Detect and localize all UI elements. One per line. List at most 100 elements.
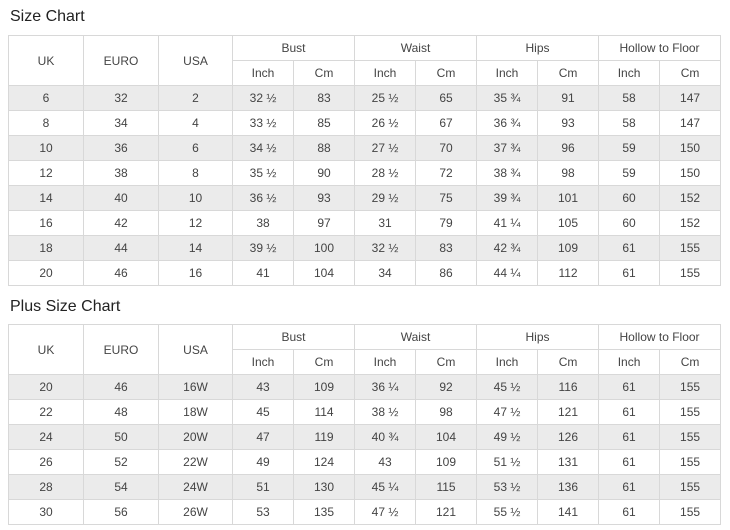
- table-cell: 12: [158, 210, 233, 236]
- table-cell: 131: [537, 449, 600, 475]
- table-row: 10 36 6 34 ½ 88 27 ½ 70 37 ¾ 96 59 150: [8, 135, 722, 161]
- header-euro: EURO: [83, 35, 159, 86]
- subheader-bust-inch: Inch: [232, 60, 294, 86]
- table-cell: 41 ¼: [476, 210, 539, 236]
- table-cell: 98: [415, 399, 478, 425]
- table-cell: 83: [292, 85, 356, 111]
- header-usa: USA: [158, 35, 233, 86]
- table-cell: 20: [8, 374, 84, 400]
- table-cell: 98: [537, 160, 600, 186]
- table-cell: 109: [537, 235, 600, 261]
- table-row: 18 44 14 39 ½ 100 32 ½ 83 42 ¾ 109 61 155: [8, 235, 722, 261]
- table-cell: 52: [83, 449, 159, 475]
- table-cell: 47 ½: [476, 399, 539, 425]
- table-cell: 61: [598, 474, 661, 500]
- table-cell: 147: [659, 110, 722, 136]
- table-cell: 36 ¼: [354, 374, 417, 400]
- table-cell: 100: [292, 235, 356, 261]
- table-cell: 6: [8, 85, 84, 111]
- header-bust: Bust: [231, 324, 356, 350]
- table-cell: 155: [659, 424, 722, 450]
- table-cell: 101: [537, 185, 600, 211]
- table-cell: 90: [292, 160, 356, 186]
- table-cell: 116: [537, 374, 600, 400]
- plus-size-chart-header: UK EURO USA Bust Waist Hips Hollow to Fl…: [8, 324, 722, 375]
- table-cell: 38: [83, 160, 159, 186]
- header-uk: UK: [8, 324, 84, 375]
- table-cell: 136: [537, 474, 600, 500]
- table-cell: 43: [232, 374, 294, 400]
- table-cell: 46: [83, 260, 159, 286]
- table-cell: 79: [415, 210, 478, 236]
- table-row: 24 50 20W 47 119 40 ¾ 104 49 ½ 126 61 155: [8, 424, 722, 450]
- table-cell: 42 ¾: [476, 235, 539, 261]
- subheader-hips-inch: Inch: [476, 60, 539, 86]
- table-cell: 96: [537, 135, 600, 161]
- table-cell: 97: [292, 210, 356, 236]
- table-cell: 155: [659, 374, 722, 400]
- table-cell: 75: [415, 185, 478, 211]
- table-header-sub-row: Inch Cm Inch Cm Inch Cm Inch Cm: [9, 60, 722, 86]
- table-cell: 22: [8, 399, 84, 425]
- table-cell: 55 ½: [476, 499, 539, 525]
- table-cell: 155: [659, 499, 722, 525]
- table-cell: 53: [232, 499, 294, 525]
- table-cell: 36 ½: [232, 185, 294, 211]
- table-cell: 155: [659, 235, 722, 261]
- header-hips: Hips: [476, 324, 600, 350]
- table-cell: 119: [292, 424, 356, 450]
- table-cell: 141: [537, 499, 600, 525]
- table-row: 8 34 4 33 ½ 85 26 ½ 67 36 ¾ 93 58 147: [8, 110, 722, 136]
- plus-size-chart-title: Plus Size Chart: [10, 298, 121, 315]
- table-cell: 4: [158, 110, 233, 136]
- table-cell: 59: [598, 160, 661, 186]
- subheader-hollow-inch: Inch: [598, 60, 661, 86]
- table-cell: 150: [659, 135, 722, 161]
- table-cell: 109: [415, 449, 478, 475]
- table-cell: 49: [232, 449, 294, 475]
- table-cell: 20: [8, 260, 84, 286]
- table-cell: 126: [537, 424, 600, 450]
- table-row: 20 46 16W 43 109 36 ¼ 92 45 ½ 116 61 155: [8, 374, 722, 400]
- header-hips: Hips: [476, 35, 600, 61]
- table-cell: 115: [415, 474, 478, 500]
- table-cell: 92: [415, 374, 478, 400]
- subheader-waist-cm: Cm: [415, 60, 478, 86]
- table-cell: 8: [158, 160, 233, 186]
- table-cell: 18: [8, 235, 84, 261]
- table-cell: 14: [8, 185, 84, 211]
- table-cell: 45: [232, 399, 294, 425]
- table-cell: 147: [659, 85, 722, 111]
- table-cell: 130: [292, 474, 356, 500]
- table-cell: 47: [232, 424, 294, 450]
- table-cell: 155: [659, 474, 722, 500]
- table-row: 12 38 8 35 ½ 90 28 ½ 72 38 ¾ 98 59 150: [8, 160, 722, 186]
- table-cell: 40 ¾: [354, 424, 417, 450]
- table-cell: 8: [8, 110, 84, 136]
- table-cell: 18W: [158, 399, 233, 425]
- table-cell: 6: [158, 135, 233, 161]
- table-cell: 51 ½: [476, 449, 539, 475]
- table-cell: 26W: [158, 499, 233, 525]
- plus-size-chart-table: UK EURO USA Bust Waist Hips Hollow to Fl…: [8, 324, 722, 525]
- table-header-group-row: UK EURO USA Bust Waist Hips Hollow to Fl…: [8, 324, 722, 375]
- table-header-group-row: UK EURO USA Bust Waist Hips Hollow to Fl…: [8, 35, 722, 86]
- header-uk: UK: [8, 35, 84, 86]
- size-chart-body: 6 32 2 32 ½ 83 25 ½ 65 35 ¾ 91 58 147 8 34 4 33 ½ 85 26 …: [8, 85, 722, 286]
- table-cell: 16: [8, 210, 84, 236]
- table-cell: 32 ½: [354, 235, 417, 261]
- table-cell: 112: [537, 260, 600, 286]
- table-cell: 65: [415, 85, 478, 111]
- table-cell: 48: [83, 399, 159, 425]
- table-row: 22 48 18W 45 114 38 ½ 98 47 ½ 121 61 155: [8, 399, 722, 425]
- table-cell: 14: [158, 235, 233, 261]
- table-row: 20 46 16 41 104 34 86 44 ¼ 112 61 155: [8, 260, 722, 286]
- table-cell: 67: [415, 110, 478, 136]
- size-chart-table: UK EURO USA Bust Waist Hips Hollow to Fl…: [8, 35, 722, 286]
- table-cell: 29 ½: [354, 185, 417, 211]
- table-cell: 32: [83, 85, 159, 111]
- header-usa: USA: [158, 324, 233, 375]
- table-row: 30 56 26W 53 135 47 ½ 121 55 ½ 141 61 155: [8, 499, 722, 525]
- table-cell: 37 ¾: [476, 135, 539, 161]
